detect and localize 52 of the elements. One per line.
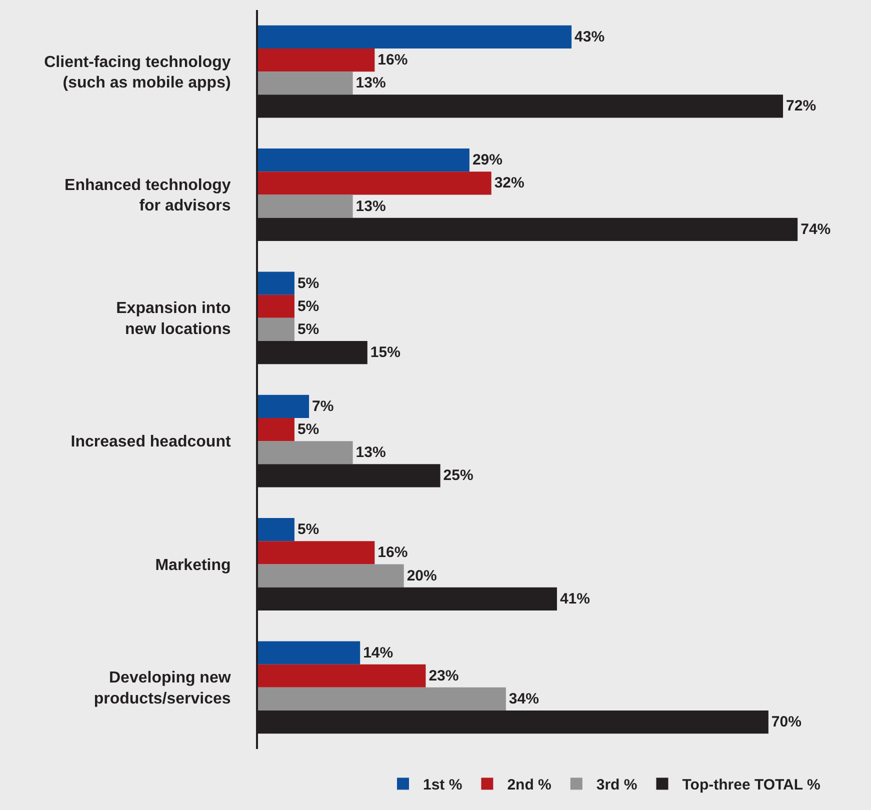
data-label: 29%: [472, 152, 502, 169]
data-label: 23%: [428, 667, 459, 684]
y-tick-label: Developing new products/services: [94, 670, 232, 708]
bar: [258, 687, 506, 711]
legend-label: Top-three TOTAL %: [682, 776, 820, 794]
bar: [258, 394, 310, 418]
data-label: 13%: [356, 444, 386, 462]
y-tick-label: Marketing: [155, 556, 231, 574]
data-label: 13%: [356, 74, 386, 92]
data-label: 7%: [312, 398, 334, 415]
y-tick-label: Expansion into new locations: [116, 300, 232, 338]
data-label: 32%: [494, 174, 524, 192]
data-label: 13%: [356, 198, 386, 215]
bar: [258, 48, 375, 72]
data-label: 74%: [800, 220, 831, 238]
data-label: 70%: [771, 714, 802, 731]
data-label: 5%: [297, 274, 320, 292]
data-label: 15%: [370, 344, 400, 362]
legend-label: 2nd %: [507, 776, 552, 794]
legend-label: 3rd %: [596, 776, 638, 794]
bar: [258, 541, 375, 564]
data-label: 5%: [297, 298, 320, 315]
bar: [258, 294, 294, 318]
bar: [258, 72, 353, 95]
legend-label: 1st %: [423, 776, 462, 794]
data-label: 5%: [297, 521, 320, 538]
data-label: 16%: [378, 544, 408, 562]
data-label: 5%: [297, 421, 320, 438]
bar: [258, 564, 404, 588]
y-tick-label: Client-facing technology (such as mobile apps): [44, 54, 231, 92]
bar: [258, 25, 572, 48]
bar: [258, 664, 426, 688]
data-label: 14%: [363, 644, 394, 662]
bar: [258, 194, 353, 218]
bar: [258, 641, 360, 664]
bar: [258, 518, 294, 542]
data-label: 43%: [574, 28, 605, 46]
bar: [258, 318, 294, 342]
data-label: 72%: [786, 98, 816, 115]
bar: [258, 441, 353, 464]
data-label: 20%: [406, 567, 437, 584]
data-label: 16%: [378, 52, 408, 69]
data-label: 41%: [560, 590, 590, 608]
bar: [258, 272, 294, 295]
bar: [258, 148, 470, 172]
bar: [258, 418, 294, 442]
y-tick-label: Enhanced technology for advisors: [64, 176, 231, 215]
data-label: 34%: [508, 690, 539, 708]
data-label: 25%: [443, 467, 474, 484]
y-tick-label: Increased headcount: [70, 434, 232, 451]
data-label: 5%: [297, 320, 320, 338]
bar: [258, 172, 492, 195]
